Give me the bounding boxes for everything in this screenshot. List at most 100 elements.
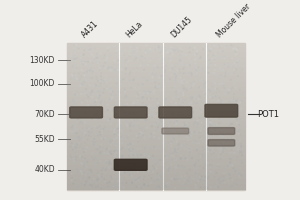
Point bbox=[106, 119, 111, 122]
Point bbox=[156, 101, 161, 105]
Point bbox=[108, 99, 112, 102]
Point bbox=[129, 109, 134, 112]
Point bbox=[182, 104, 187, 108]
Point bbox=[145, 90, 150, 93]
Point bbox=[214, 91, 219, 94]
Point bbox=[122, 171, 127, 174]
Point bbox=[212, 183, 217, 186]
Point bbox=[175, 96, 180, 99]
Point bbox=[181, 182, 185, 185]
Point bbox=[191, 177, 196, 180]
Point bbox=[182, 125, 186, 128]
Point bbox=[188, 68, 193, 71]
Point bbox=[229, 44, 233, 47]
Point bbox=[132, 149, 137, 152]
Point bbox=[222, 130, 227, 133]
Point bbox=[189, 130, 194, 134]
Point bbox=[170, 112, 175, 116]
Point bbox=[85, 160, 90, 163]
Point bbox=[89, 91, 94, 94]
Point bbox=[153, 130, 158, 133]
Point bbox=[198, 186, 203, 189]
Point bbox=[74, 110, 79, 113]
Point bbox=[140, 55, 144, 58]
Point bbox=[141, 84, 146, 87]
Point bbox=[215, 87, 220, 90]
Point bbox=[164, 51, 169, 54]
Point bbox=[164, 161, 169, 164]
Point bbox=[188, 131, 193, 134]
Point bbox=[71, 47, 76, 50]
Point bbox=[168, 56, 172, 59]
Point bbox=[111, 184, 116, 188]
Point bbox=[106, 108, 110, 111]
Point bbox=[185, 155, 190, 158]
Point bbox=[150, 92, 155, 95]
Point bbox=[79, 170, 84, 173]
Point bbox=[171, 92, 176, 95]
Point bbox=[98, 159, 103, 163]
Point bbox=[92, 85, 97, 88]
Point bbox=[166, 183, 171, 186]
Point bbox=[136, 176, 141, 179]
Point bbox=[116, 142, 120, 146]
Point bbox=[178, 54, 183, 57]
Point bbox=[76, 107, 81, 110]
Point bbox=[88, 180, 93, 183]
Point bbox=[183, 99, 188, 102]
Point bbox=[187, 147, 191, 150]
Point bbox=[73, 93, 77, 96]
Point bbox=[178, 47, 183, 50]
Point bbox=[134, 95, 139, 98]
Point bbox=[219, 102, 224, 106]
Point bbox=[103, 180, 108, 183]
Point bbox=[227, 182, 232, 185]
Point bbox=[106, 89, 111, 92]
Point bbox=[181, 67, 186, 70]
Point bbox=[200, 116, 205, 119]
Point bbox=[85, 70, 89, 74]
Point bbox=[142, 182, 147, 185]
Point bbox=[213, 95, 218, 98]
Point bbox=[74, 151, 78, 154]
Point bbox=[147, 50, 152, 53]
Point bbox=[180, 82, 185, 85]
Point bbox=[194, 66, 199, 69]
Point bbox=[166, 141, 170, 145]
Point bbox=[222, 57, 227, 60]
FancyBboxPatch shape bbox=[159, 107, 192, 118]
Point bbox=[161, 88, 166, 92]
Point bbox=[122, 88, 127, 91]
Point bbox=[134, 104, 138, 107]
Point bbox=[83, 173, 88, 176]
Point bbox=[199, 178, 204, 181]
Point bbox=[78, 155, 82, 158]
Point bbox=[177, 136, 182, 139]
Point bbox=[84, 179, 89, 182]
Point bbox=[187, 176, 192, 179]
Point bbox=[104, 56, 109, 59]
Point bbox=[127, 73, 132, 76]
Point bbox=[74, 69, 79, 72]
Point bbox=[150, 156, 155, 160]
Point bbox=[150, 72, 155, 75]
Point bbox=[76, 185, 81, 188]
Point bbox=[121, 147, 126, 150]
Point bbox=[82, 151, 86, 154]
Point bbox=[89, 53, 94, 56]
Point bbox=[194, 68, 199, 72]
Point bbox=[143, 114, 148, 117]
Point bbox=[216, 155, 221, 159]
Point bbox=[184, 81, 189, 84]
Point bbox=[239, 142, 244, 145]
Point bbox=[79, 136, 84, 139]
Point bbox=[157, 140, 162, 143]
Point bbox=[103, 66, 108, 70]
Point bbox=[152, 85, 156, 88]
Point bbox=[135, 153, 140, 157]
Point bbox=[150, 106, 155, 110]
Point bbox=[115, 82, 119, 85]
Point bbox=[80, 98, 85, 101]
Point bbox=[158, 178, 163, 181]
Point bbox=[174, 74, 179, 78]
